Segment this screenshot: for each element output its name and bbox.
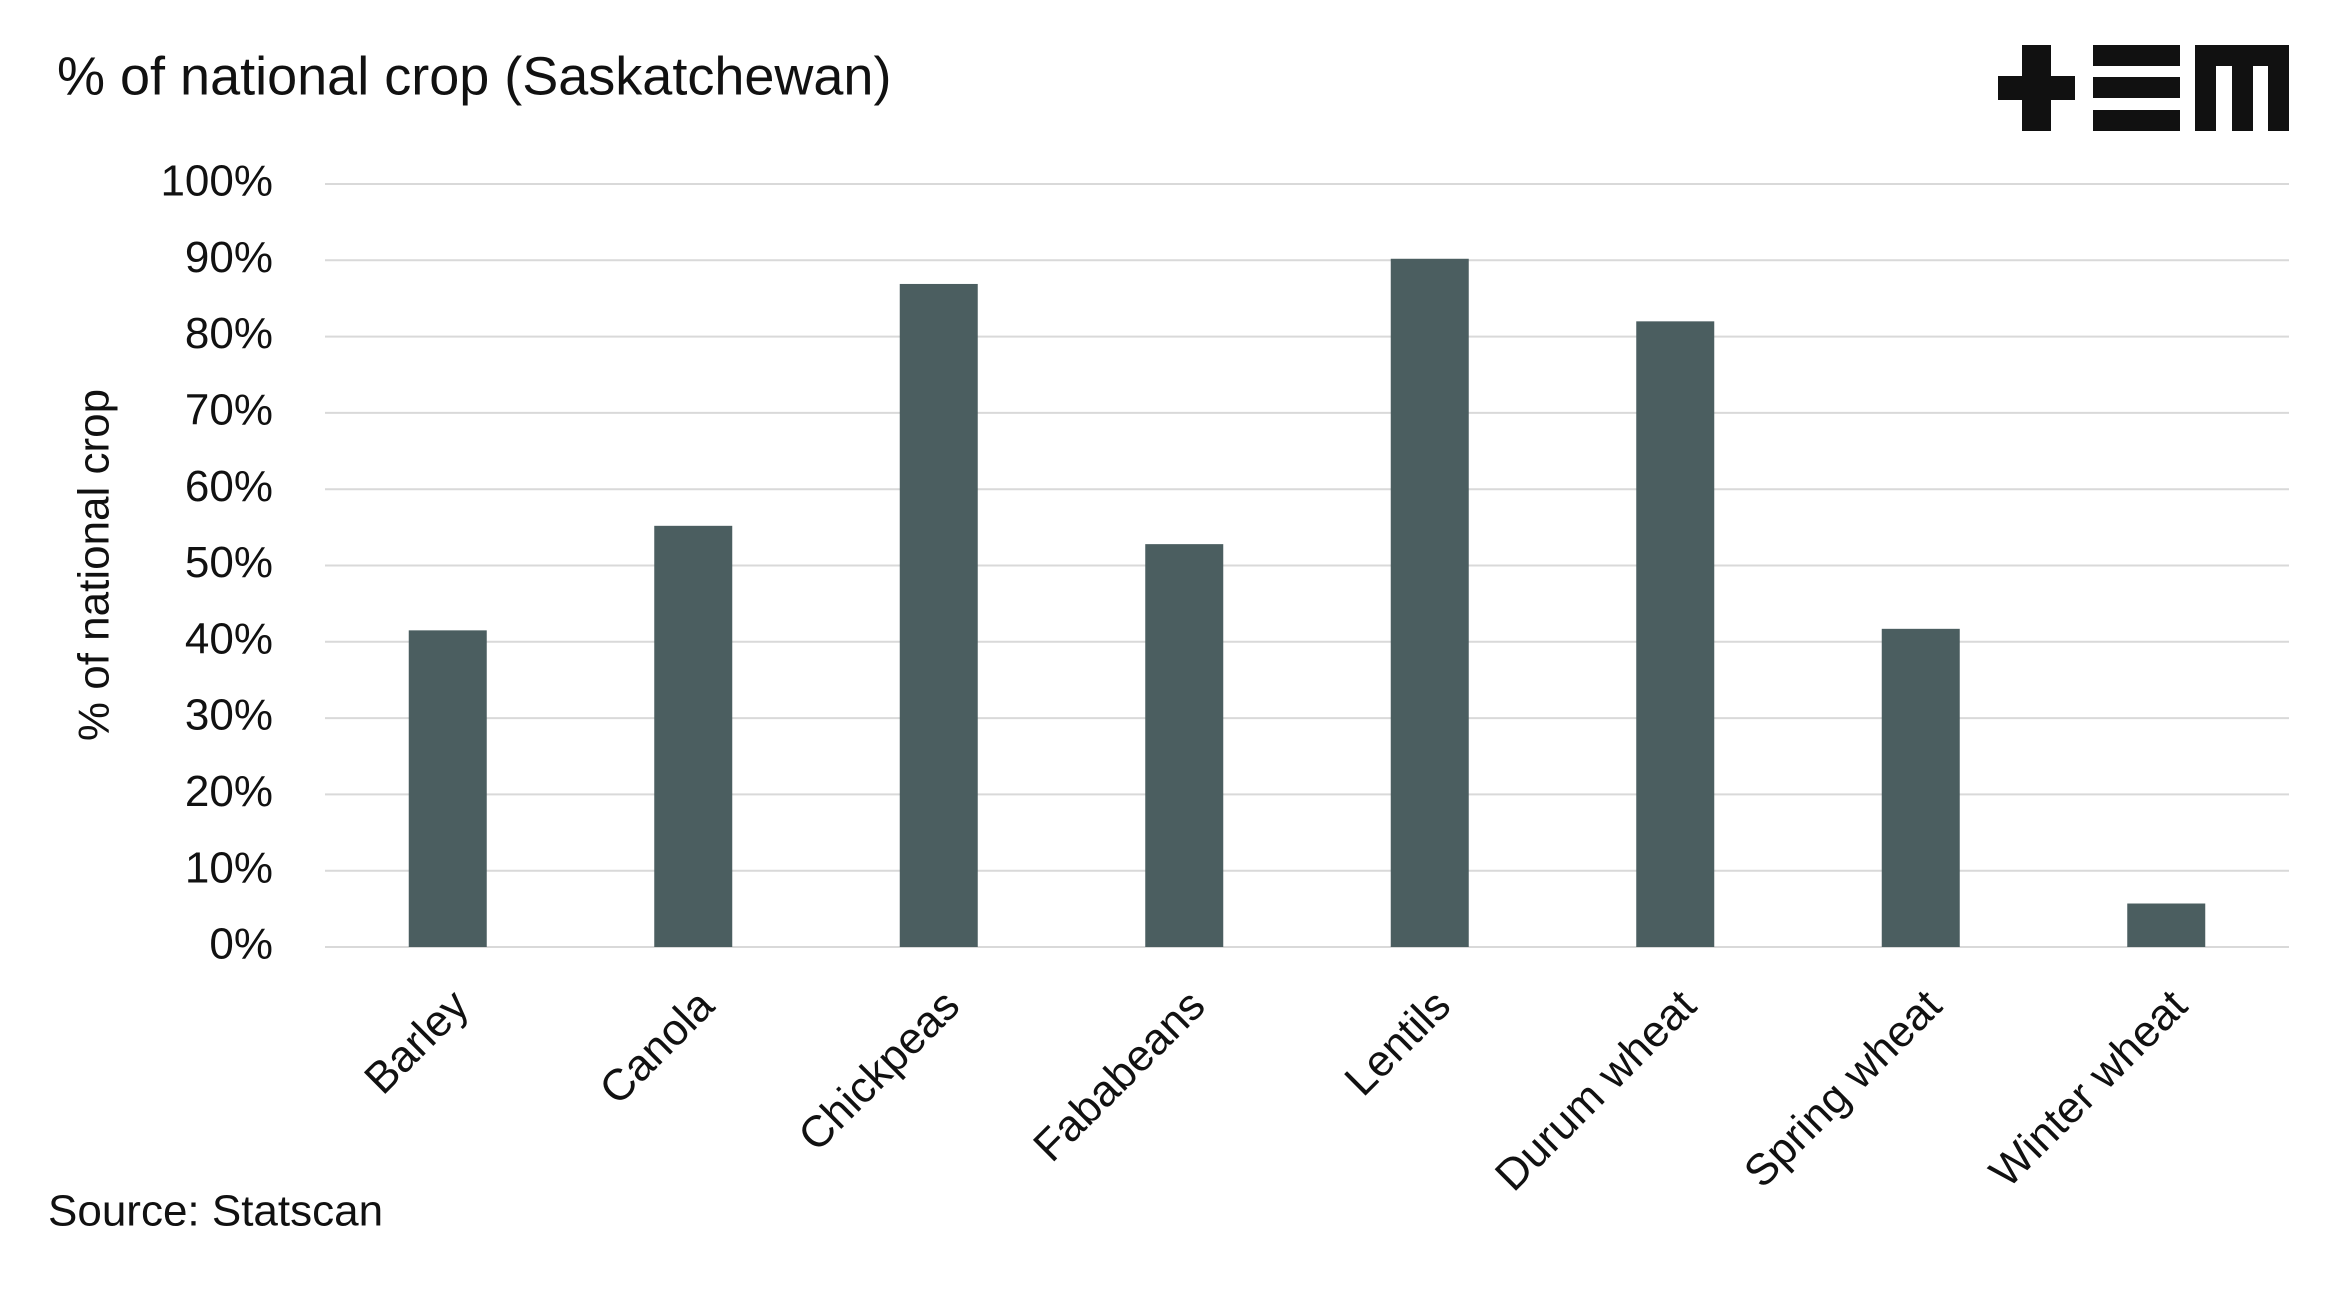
y-tick-label: 50%	[185, 538, 273, 587]
bar	[1145, 544, 1224, 947]
y-tick-label: 40%	[185, 614, 273, 663]
bar	[1636, 321, 1715, 948]
y-tick-label: 80%	[185, 309, 273, 358]
logo	[1998, 45, 2289, 131]
y-tick-label: 20%	[185, 767, 273, 816]
y-tick-label: 0%	[209, 920, 273, 969]
bar	[899, 283, 978, 947]
bar	[1881, 628, 1960, 947]
bar	[654, 525, 733, 947]
y-tick-label: 60%	[185, 462, 273, 511]
bar	[2127, 903, 2206, 947]
y-tick-label: 30%	[185, 691, 273, 740]
y-tick-label: 10%	[185, 843, 273, 892]
y-axis-label: % of national crop	[70, 389, 119, 741]
y-tick-label: 100%	[160, 157, 273, 206]
bar	[1390, 258, 1469, 947]
chart-title: % of national crop (Saskatchewan)	[57, 46, 891, 106]
bar	[408, 630, 487, 947]
y-tick-label: 70%	[185, 386, 273, 435]
y-tick-label: 90%	[185, 233, 273, 282]
source-note: Source: Statscan	[48, 1187, 383, 1236]
